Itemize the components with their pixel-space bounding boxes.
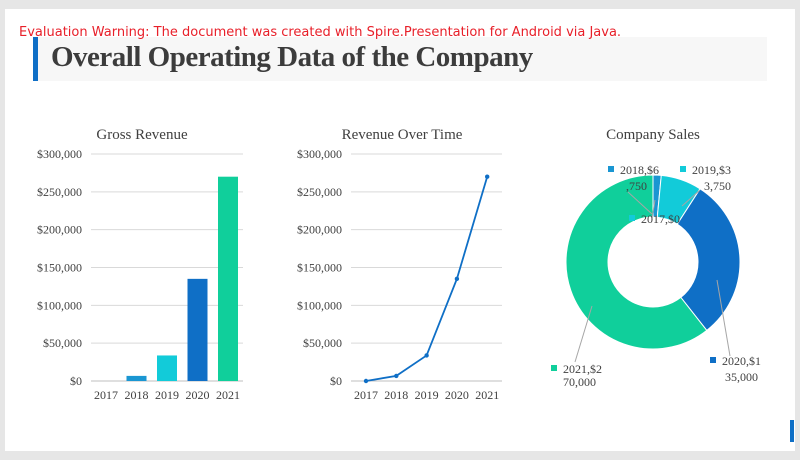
y-tick-label: $300,000 bbox=[297, 147, 342, 161]
donut-slice-2020 bbox=[676, 188, 741, 332]
y-tick-label: $0 bbox=[70, 374, 82, 388]
x-tick-label: 2017 bbox=[94, 388, 118, 402]
data-label-2019-cont: 3,750 bbox=[704, 179, 731, 193]
x-tick-label: 2020 bbox=[186, 388, 210, 402]
donut-slice-2021 bbox=[565, 174, 708, 350]
data-label-2020: 2020,$1 bbox=[722, 354, 761, 368]
legend-marker-2018 bbox=[608, 166, 614, 172]
data-label-2020-cont: 35,000 bbox=[725, 370, 758, 384]
leader-line bbox=[574, 305, 593, 363]
data-label-2018: 2018,$6 bbox=[620, 163, 659, 177]
revenue-line bbox=[365, 176, 489, 382]
y-tick-label: $150,000 bbox=[297, 261, 342, 275]
leader-line bbox=[651, 199, 656, 219]
x-tick-label: 2018 bbox=[125, 388, 149, 402]
data-label-2019: 2019,$3 bbox=[692, 163, 731, 177]
x-tick-label: 2021 bbox=[475, 388, 499, 402]
y-tick-label: $300,000 bbox=[37, 147, 82, 161]
chart-title: Gross Revenue bbox=[96, 127, 188, 143]
x-tick-label: 2021 bbox=[216, 388, 240, 402]
chart-title: Revenue Over Time bbox=[342, 127, 463, 143]
chart-title: Company Sales bbox=[606, 127, 700, 143]
data-point-2019 bbox=[424, 353, 429, 358]
y-tick-label: $100,000 bbox=[297, 298, 342, 312]
x-tick-label: 2020 bbox=[445, 388, 469, 402]
y-tick-label: $50,000 bbox=[303, 336, 342, 350]
bar-2020 bbox=[187, 278, 208, 381]
data-label-2021-cont: 70,000 bbox=[563, 375, 596, 389]
y-tick-label: $250,000 bbox=[297, 185, 342, 199]
legend-marker-2021 bbox=[551, 365, 557, 371]
evaluation-warning: Evaluation Warning: The document was cre… bbox=[19, 25, 622, 40]
y-tick-label: $200,000 bbox=[297, 223, 342, 237]
y-tick-label: $150,000 bbox=[37, 261, 82, 275]
title-accent bbox=[33, 37, 38, 81]
x-tick-label: 2019 bbox=[415, 388, 439, 402]
data-point-2017 bbox=[363, 378, 369, 384]
data-label-2018-cont: ,750 bbox=[626, 179, 647, 193]
title-bar bbox=[33, 37, 767, 81]
leader-line bbox=[627, 191, 653, 215]
corner-mark bbox=[790, 420, 794, 442]
data-point-2018 bbox=[394, 373, 399, 379]
x-tick-label: 2018 bbox=[384, 388, 408, 402]
y-tick-label: $200,000 bbox=[37, 223, 82, 237]
y-tick-label: $50,000 bbox=[43, 336, 82, 350]
legend-marker-2019 bbox=[680, 166, 686, 172]
data-point-2021 bbox=[485, 174, 490, 179]
page-title: Overall Operating Data of the Company bbox=[51, 41, 533, 73]
data-point-2020 bbox=[454, 276, 460, 282]
bar-2018 bbox=[126, 375, 147, 381]
y-tick-label: $250,000 bbox=[37, 185, 82, 199]
x-tick-label: 2017 bbox=[354, 388, 378, 402]
data-label-2021: 2021,$2 bbox=[563, 362, 602, 376]
legend-marker-2017 bbox=[629, 215, 635, 221]
bar-2019 bbox=[157, 355, 177, 381]
bar-2021 bbox=[218, 176, 238, 381]
leader-line bbox=[681, 189, 701, 207]
legend-marker-2020 bbox=[710, 357, 716, 363]
leader-line bbox=[716, 279, 731, 357]
y-tick-label: $0 bbox=[330, 374, 342, 388]
data-label-2017: 2017,$0 bbox=[641, 212, 680, 226]
x-tick-label: 2019 bbox=[155, 388, 179, 402]
y-tick-label: $100,000 bbox=[37, 298, 82, 312]
